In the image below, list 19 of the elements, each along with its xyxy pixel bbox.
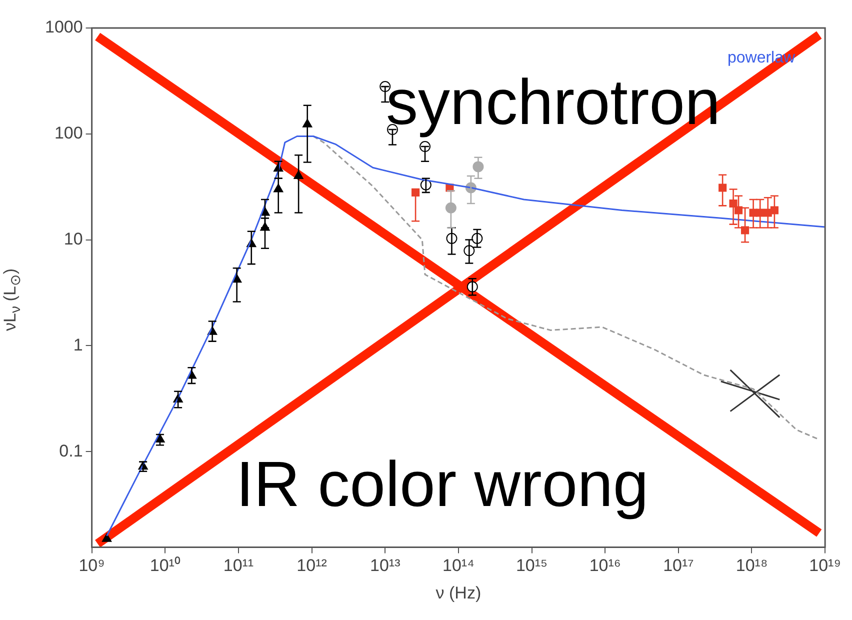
x-tick-label: 10¹⁰ — [150, 556, 180, 576]
y-tick-label: 0.1 — [59, 441, 83, 460]
x-tick-label: 10¹⁵ — [516, 556, 548, 576]
y-tick-label: 1000 — [44, 18, 83, 37]
y-tick-label: 1 — [73, 335, 83, 354]
x-tick-label: 10¹⁸ — [736, 556, 768, 576]
x-axis-title: ν (Hz) — [436, 583, 482, 602]
annotation: IR color wrong — [236, 448, 649, 520]
x-tick-label: 10¹⁹ — [809, 556, 842, 576]
x-tick-label: 10⁹ — [78, 556, 105, 576]
annotation: synchrotron — [386, 66, 720, 138]
x-tick-label: 10¹⁶ — [589, 556, 621, 576]
y-tick-label: 10 — [64, 229, 83, 248]
x-tick-label: 10¹⁴ — [442, 556, 474, 576]
x-tick-label: 10¹² — [296, 556, 328, 576]
y-tick-label: 100 — [54, 124, 83, 143]
x-tick-label: 10¹⁷ — [663, 556, 694, 576]
x-tick-label: 10¹³ — [370, 556, 401, 576]
x-tick-label: 10¹¹ — [223, 556, 254, 576]
